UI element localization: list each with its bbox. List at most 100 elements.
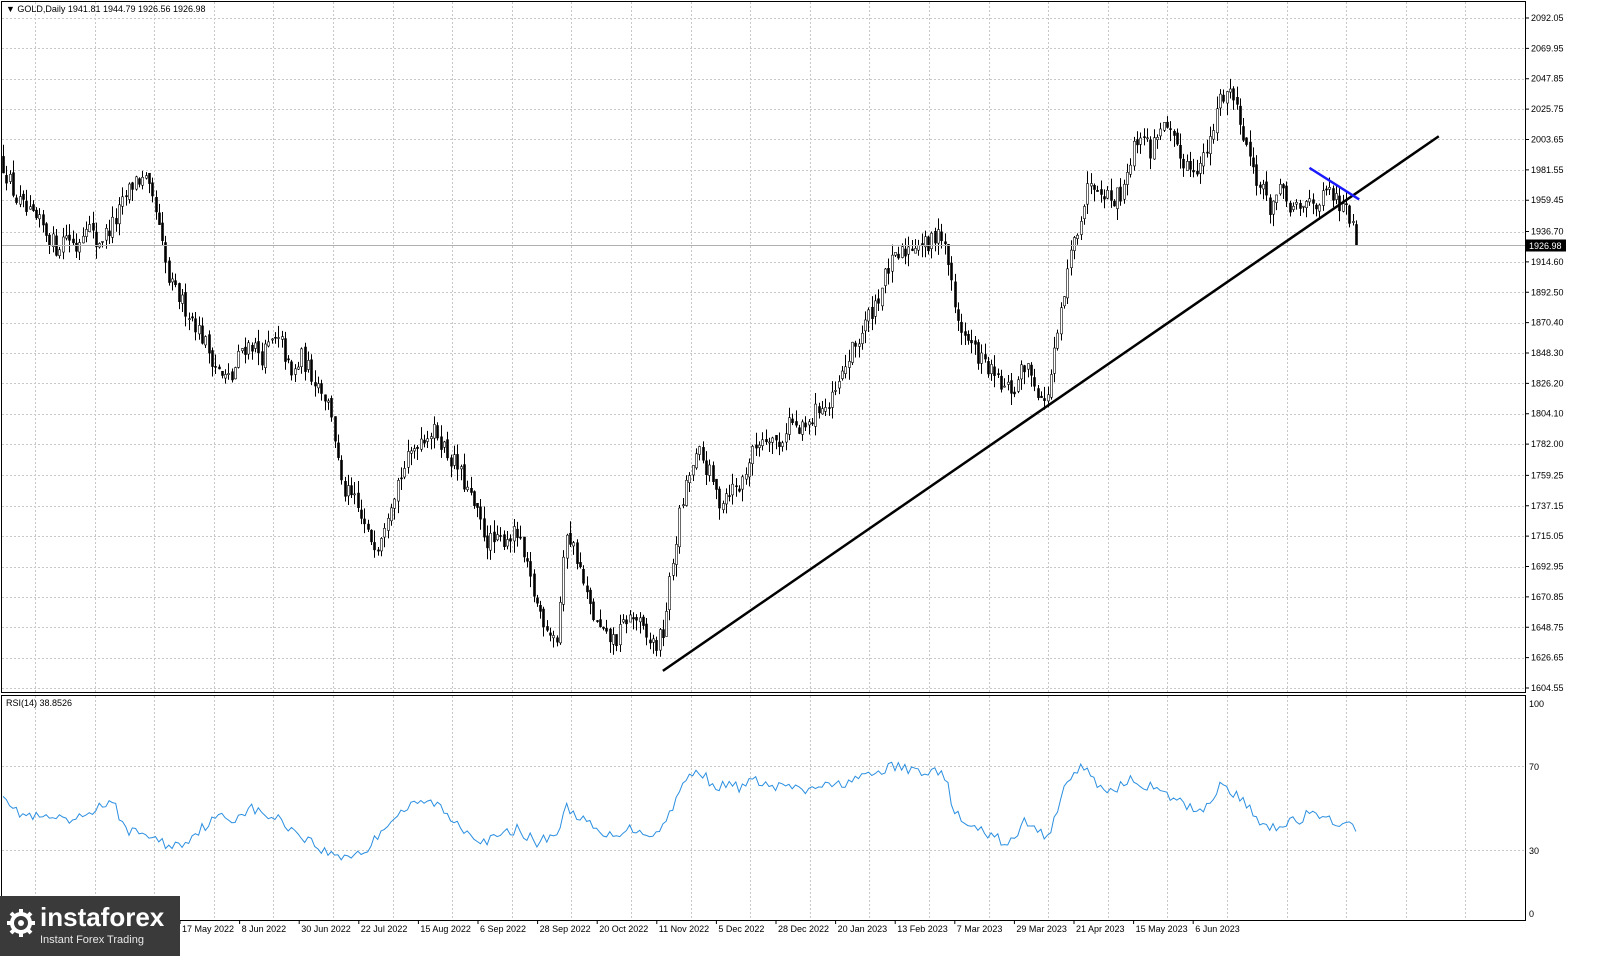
y-tick-label: 1692.95	[1531, 562, 1564, 572]
candle-bear	[251, 344, 254, 352]
candle-bear	[1345, 203, 1348, 205]
candle-bear	[625, 619, 628, 625]
candle-bull	[639, 617, 642, 623]
candle-bull	[1116, 187, 1119, 209]
candle-bear	[324, 394, 327, 402]
candle-bull	[277, 337, 280, 339]
candle-bull	[821, 408, 824, 415]
candle-bull	[1272, 200, 1275, 215]
candle-bull	[659, 629, 662, 651]
candle-bull	[281, 336, 284, 340]
candle-bear	[483, 518, 486, 538]
candle-bear	[377, 549, 380, 552]
candle-bear	[1037, 388, 1040, 398]
candle-bear	[350, 485, 353, 496]
candle-bear	[1110, 190, 1113, 201]
candle-bear	[1023, 365, 1026, 373]
candle-bull	[937, 229, 940, 244]
candle-bull	[426, 438, 429, 442]
candle-bull	[1066, 268, 1069, 299]
candle-bull	[1302, 205, 1305, 208]
candle-bull	[612, 634, 615, 645]
candle-bear	[221, 370, 224, 376]
candle-bull	[834, 390, 837, 392]
candle-bull	[1163, 122, 1166, 131]
candle-bear	[871, 306, 874, 319]
candle-bull	[347, 485, 350, 497]
candle-bull	[128, 183, 131, 200]
candle-bull	[234, 367, 237, 380]
candle-bear	[344, 481, 347, 497]
candle-bull	[682, 504, 685, 506]
candle-bull	[741, 476, 744, 490]
candle-bear	[599, 619, 602, 627]
candle-bear	[1096, 190, 1099, 192]
candle-bull	[224, 374, 227, 379]
candle-bear	[357, 492, 360, 508]
candle-bear	[257, 341, 260, 354]
candle-bear	[161, 222, 164, 241]
candle-bear	[984, 354, 987, 360]
candle-bear	[755, 444, 758, 449]
candle-bull	[397, 480, 400, 502]
candle-bear	[1255, 164, 1258, 186]
candle-bear	[649, 639, 652, 644]
candle-bear	[1312, 199, 1315, 204]
candle-bull	[622, 619, 625, 623]
resistance-trendline[interactable]	[1308, 166, 1360, 201]
candle-bull	[1219, 93, 1222, 109]
candle-bear	[589, 589, 592, 604]
candle-bull	[1226, 91, 1229, 104]
candle-bull	[466, 486, 469, 491]
candle-bear	[456, 454, 459, 470]
candle-bull	[506, 539, 509, 547]
candle-bear	[712, 465, 715, 483]
candle-bull	[914, 248, 917, 254]
candle-bear	[1282, 184, 1285, 189]
candle-bull	[393, 498, 396, 509]
candle-bull	[861, 332, 864, 344]
candle-bear	[1182, 158, 1185, 169]
candle-bear	[954, 281, 957, 308]
candle-bear	[960, 321, 963, 333]
candle-bull	[247, 342, 250, 355]
candle-bear	[1265, 181, 1268, 196]
candle-bear	[470, 488, 473, 493]
candle-bear	[35, 209, 38, 219]
candle-bull	[65, 235, 68, 239]
candle-bull	[874, 300, 877, 317]
candle-bear	[592, 601, 595, 620]
candle-bear	[32, 204, 35, 211]
candle-bull	[78, 242, 81, 253]
candle-bear	[635, 617, 638, 621]
candle-bull	[430, 436, 433, 440]
candle-bear	[164, 242, 167, 263]
candle-bear	[499, 535, 502, 537]
candle-bear	[947, 244, 950, 265]
candle-bear	[1093, 185, 1096, 190]
candle-bull	[559, 602, 562, 644]
x-tick-label: 30 Jun 2022	[301, 924, 351, 934]
x-tick-label: 28 Sep 2022	[540, 924, 591, 934]
candle-bull	[413, 448, 416, 452]
candle-bear	[1179, 144, 1182, 159]
candle-bull	[675, 544, 678, 565]
candle-bear	[208, 334, 211, 354]
candle-bull	[9, 174, 12, 182]
support-trendline[interactable]	[662, 135, 1440, 672]
rsi-panel-frame	[1, 695, 1526, 921]
candle-bull	[496, 534, 499, 541]
candle-bear	[993, 366, 996, 376]
candle-bear	[964, 331, 967, 336]
candle-bear	[602, 626, 605, 629]
candle-bull	[678, 507, 681, 548]
candle-bull	[725, 493, 728, 505]
candle-bull	[1308, 198, 1311, 203]
candle-bear	[48, 234, 51, 247]
y-tick-label: 1892.50	[1531, 287, 1564, 297]
y-tick-label: 2092.05	[1531, 13, 1564, 23]
candle-bear	[791, 418, 794, 424]
x-tick-label: 15 May 2023	[1136, 924, 1188, 934]
candle-bear	[1232, 88, 1235, 101]
